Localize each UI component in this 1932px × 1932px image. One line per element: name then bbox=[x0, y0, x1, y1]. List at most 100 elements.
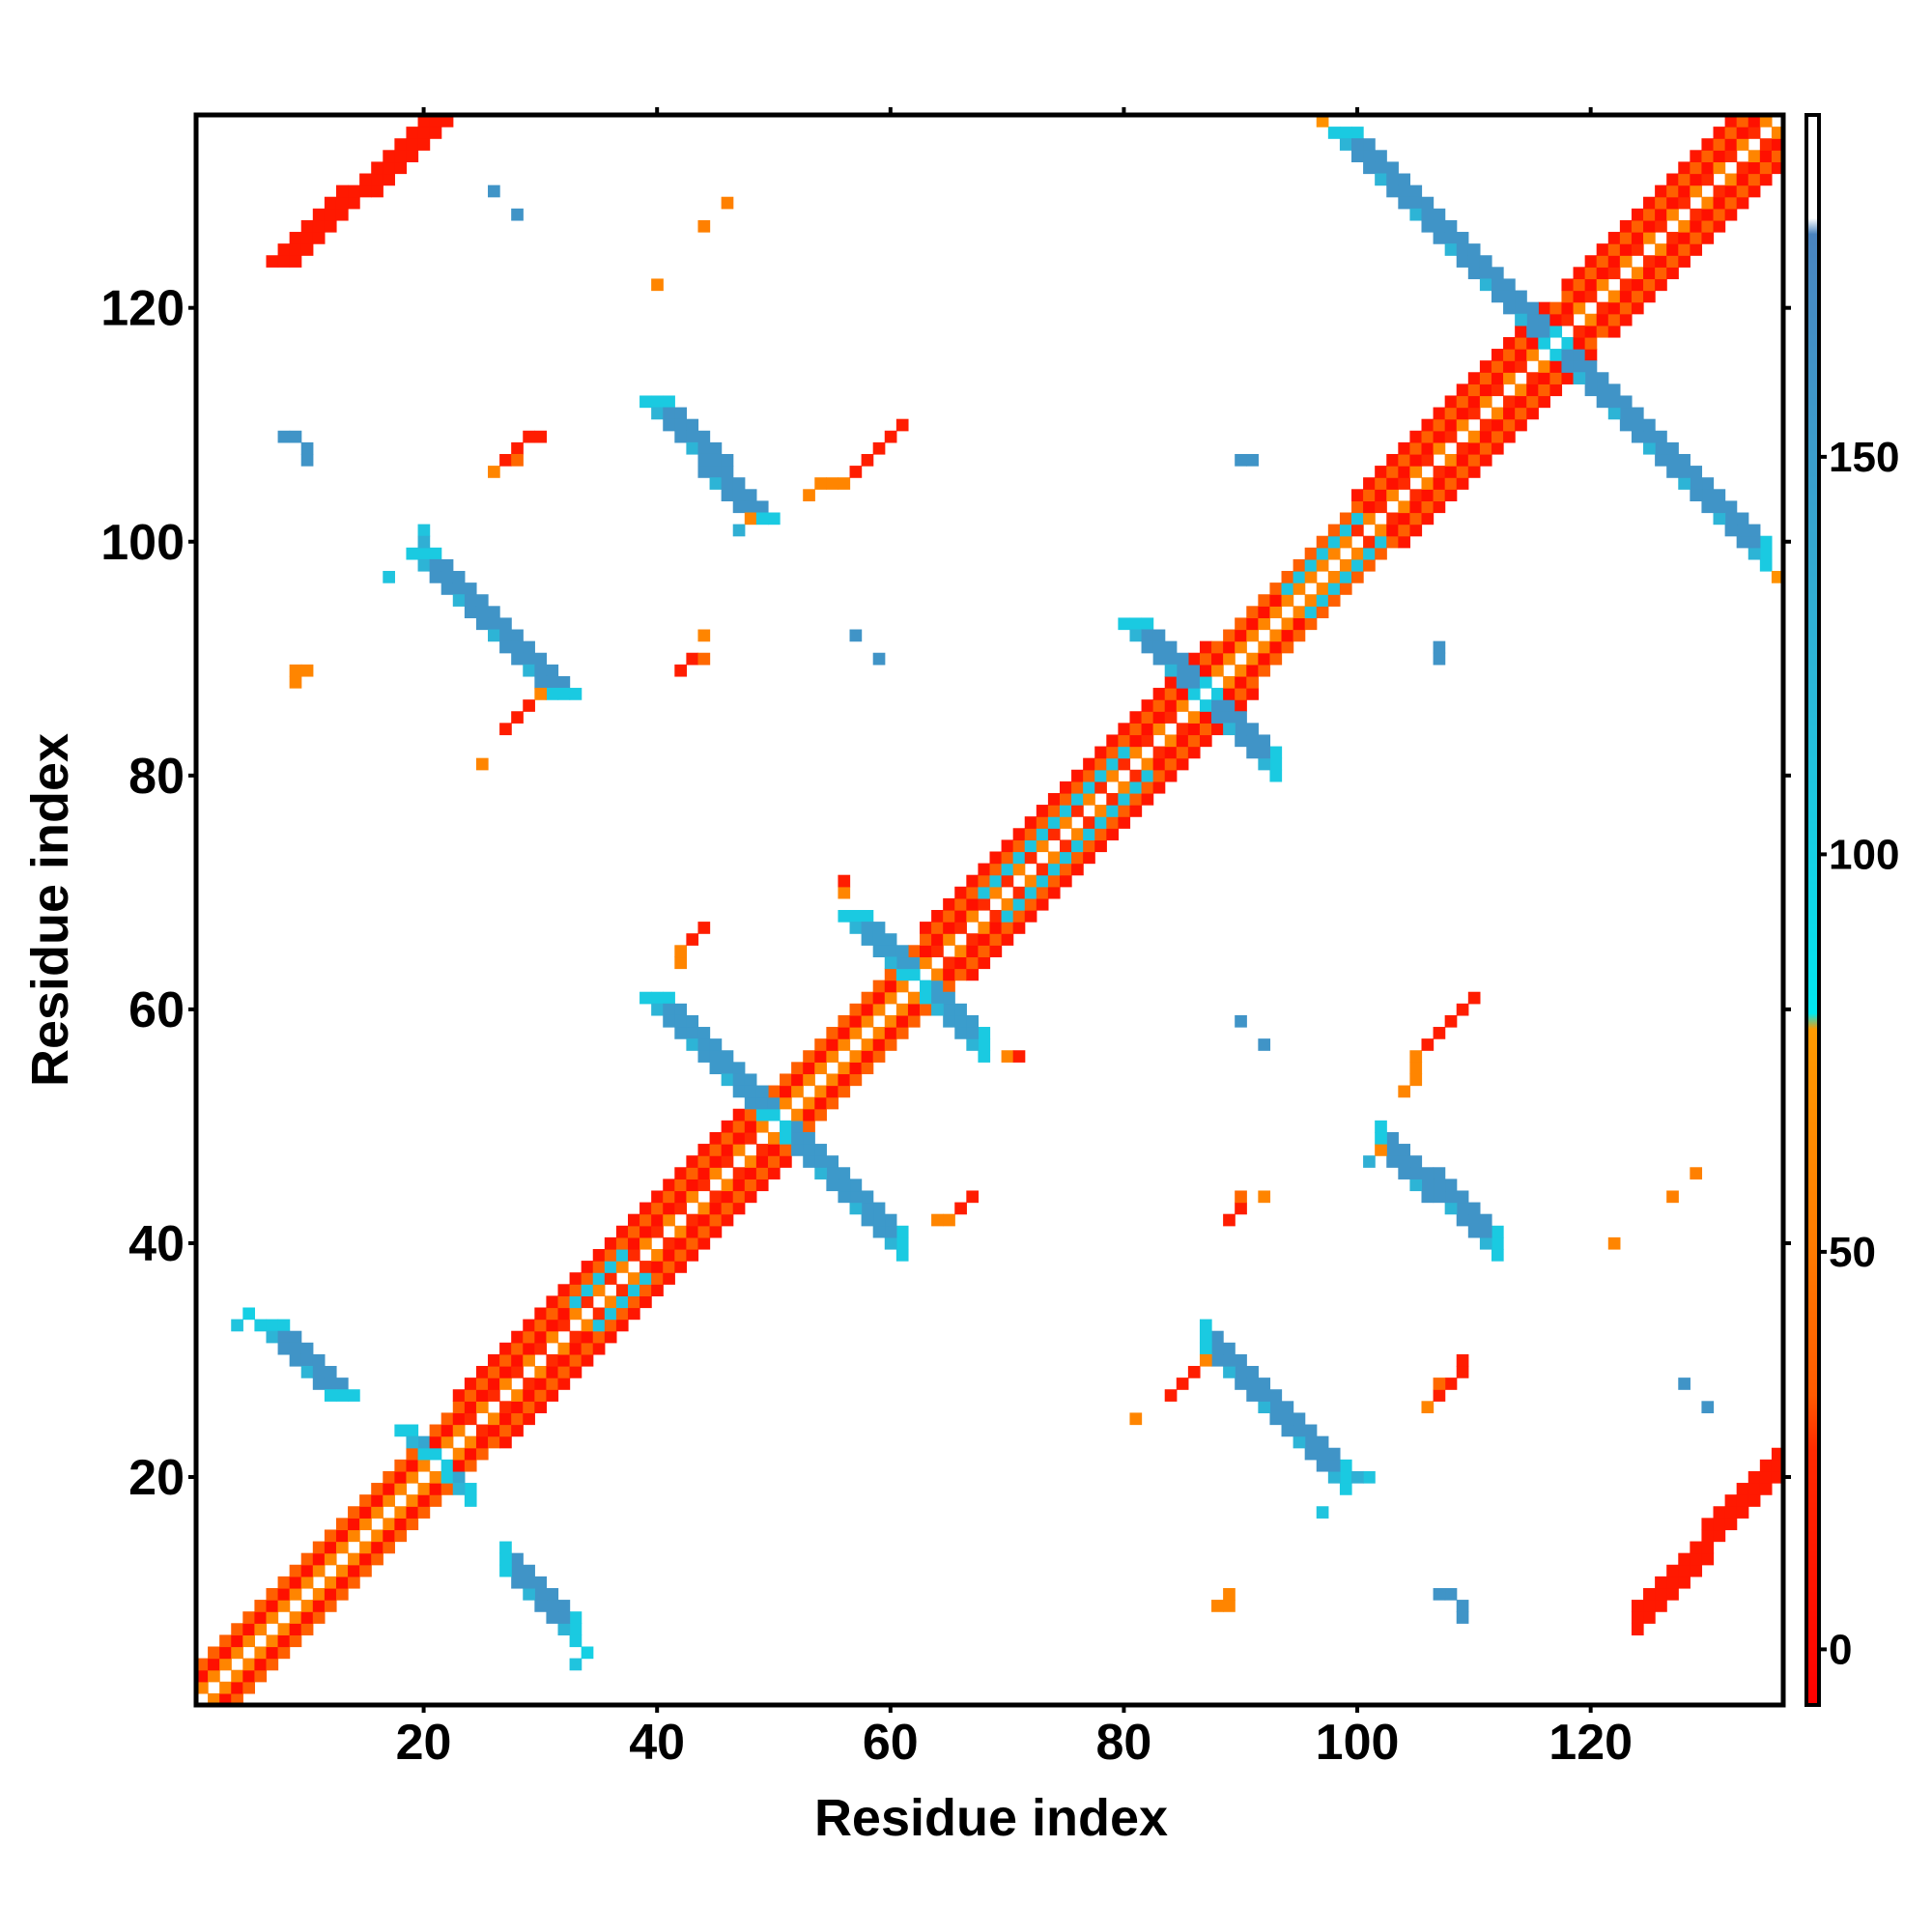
heatmap-cell bbox=[1561, 301, 1575, 315]
heatmap-cell bbox=[359, 1564, 372, 1577]
heatmap-cell bbox=[1152, 781, 1166, 794]
heatmap-cell bbox=[1503, 301, 1516, 315]
heatmap-cell bbox=[849, 629, 863, 642]
heatmap-cell bbox=[348, 1576, 360, 1589]
heatmap-cell bbox=[674, 1261, 687, 1273]
heatmap-cell bbox=[1607, 243, 1621, 256]
heatmap-cell bbox=[744, 1155, 757, 1168]
heatmap-cell bbox=[1375, 535, 1387, 549]
heatmap-cell bbox=[1479, 255, 1492, 268]
heatmap-cell bbox=[920, 991, 932, 1005]
heatmap-cell bbox=[1467, 384, 1481, 397]
heatmap-cell bbox=[383, 1483, 395, 1495]
heatmap-cell bbox=[1538, 301, 1550, 315]
heatmap-cell bbox=[429, 571, 442, 583]
heatmap-cell bbox=[1152, 769, 1166, 782]
heatmap-cell bbox=[1351, 500, 1364, 514]
heatmap-cell bbox=[1444, 430, 1458, 443]
heatmap-cell bbox=[1409, 1179, 1423, 1192]
heatmap-cell bbox=[1398, 535, 1411, 549]
heatmap-cell bbox=[1724, 208, 1738, 221]
heatmap-cell bbox=[581, 1284, 594, 1296]
heatmap-cell bbox=[943, 1213, 955, 1227]
heatmap-cell bbox=[1001, 874, 1014, 888]
heatmap-cell bbox=[1701, 1541, 1715, 1554]
heatmap-cell bbox=[581, 1295, 594, 1309]
heatmap-cell bbox=[1456, 243, 1469, 256]
heatmap-cell bbox=[511, 1401, 524, 1414]
heatmap-cell bbox=[721, 1120, 734, 1133]
heatmap-cell bbox=[1304, 558, 1318, 572]
heatmap-cell bbox=[1375, 524, 1387, 537]
heatmap-cell bbox=[1643, 196, 1656, 210]
heatmap-cell bbox=[1164, 734, 1178, 748]
heatmap-cell bbox=[1456, 1600, 1469, 1612]
heatmap-cell bbox=[546, 675, 559, 689]
heatmap-cell bbox=[1433, 232, 1446, 244]
heatmap-cell bbox=[780, 1155, 792, 1168]
heatmap-cell bbox=[1456, 1003, 1469, 1016]
heatmap-cell bbox=[406, 1435, 419, 1449]
heatmap-cell bbox=[1666, 1576, 1679, 1589]
heatmap-cell bbox=[1456, 1353, 1469, 1367]
heatmap-cell bbox=[1409, 466, 1423, 478]
heatmap-cell bbox=[1444, 1378, 1458, 1390]
heatmap-cell bbox=[266, 1587, 279, 1601]
heatmap-cell bbox=[780, 1096, 792, 1110]
heatmap-cell bbox=[1479, 1225, 1492, 1238]
heatmap-cell bbox=[1467, 267, 1481, 280]
heatmap-cell bbox=[1561, 336, 1575, 350]
heatmap-cell bbox=[1071, 769, 1084, 782]
heatmap-cell bbox=[231, 1681, 243, 1694]
heatmap-cell bbox=[931, 933, 944, 946]
heatmap-cell bbox=[744, 489, 757, 501]
heatmap-cell bbox=[1106, 816, 1119, 829]
heatmap-cell bbox=[895, 968, 909, 981]
heatmap-cell bbox=[1059, 805, 1072, 817]
heatmap-cell bbox=[615, 1307, 629, 1321]
heatmap-cell bbox=[1655, 441, 1667, 455]
heatmap-cell bbox=[615, 1248, 629, 1262]
heatmap-cell bbox=[943, 956, 955, 970]
heatmap-cell bbox=[826, 1073, 839, 1087]
heatmap-cell bbox=[394, 138, 408, 151]
heatmap-cell bbox=[440, 558, 454, 572]
heatmap-cell bbox=[1223, 711, 1236, 724]
heatmap-cell bbox=[1456, 441, 1469, 455]
heatmap-cell bbox=[663, 1213, 675, 1227]
heatmap-cell bbox=[371, 173, 384, 186]
heatmap-cell bbox=[686, 1248, 699, 1262]
heatmap-cell bbox=[1001, 897, 1014, 911]
heatmap-cell bbox=[697, 1027, 711, 1039]
y-tick-label: 120 bbox=[100, 281, 185, 337]
heatmap-cell bbox=[872, 1050, 886, 1063]
heatmap-cell bbox=[639, 1284, 652, 1296]
heatmap-cell bbox=[359, 1541, 372, 1554]
heatmap-cell bbox=[452, 1412, 466, 1426]
heatmap-cell bbox=[1666, 441, 1679, 455]
heatmap-cell bbox=[569, 1353, 582, 1367]
heatmap-cell bbox=[488, 1435, 500, 1449]
heatmap-cell bbox=[1747, 115, 1761, 128]
heatmap-cell bbox=[581, 1261, 594, 1273]
heatmap-cell bbox=[1223, 1353, 1236, 1367]
heatmap-cell bbox=[511, 441, 524, 455]
heatmap-cell bbox=[1118, 723, 1131, 736]
heatmap-cell bbox=[838, 1062, 851, 1075]
heatmap-cell bbox=[920, 956, 932, 970]
heatmap-cell bbox=[464, 1412, 477, 1426]
heatmap-cell bbox=[686, 1179, 699, 1192]
heatmap-cell bbox=[814, 477, 827, 490]
heatmap-cell bbox=[1106, 757, 1119, 771]
heatmap-cell bbox=[674, 1202, 687, 1215]
heatmap-cell bbox=[1456, 407, 1469, 420]
heatmap-cell bbox=[1235, 453, 1247, 467]
heatmap-cell bbox=[312, 232, 326, 244]
heatmap-cell bbox=[1269, 1401, 1283, 1414]
heatmap-cell bbox=[1666, 466, 1679, 478]
heatmap-cell bbox=[394, 1483, 408, 1495]
heatmap-cell bbox=[615, 1319, 629, 1332]
heatmap-cell bbox=[1199, 640, 1212, 654]
heatmap-cell bbox=[1281, 629, 1294, 642]
